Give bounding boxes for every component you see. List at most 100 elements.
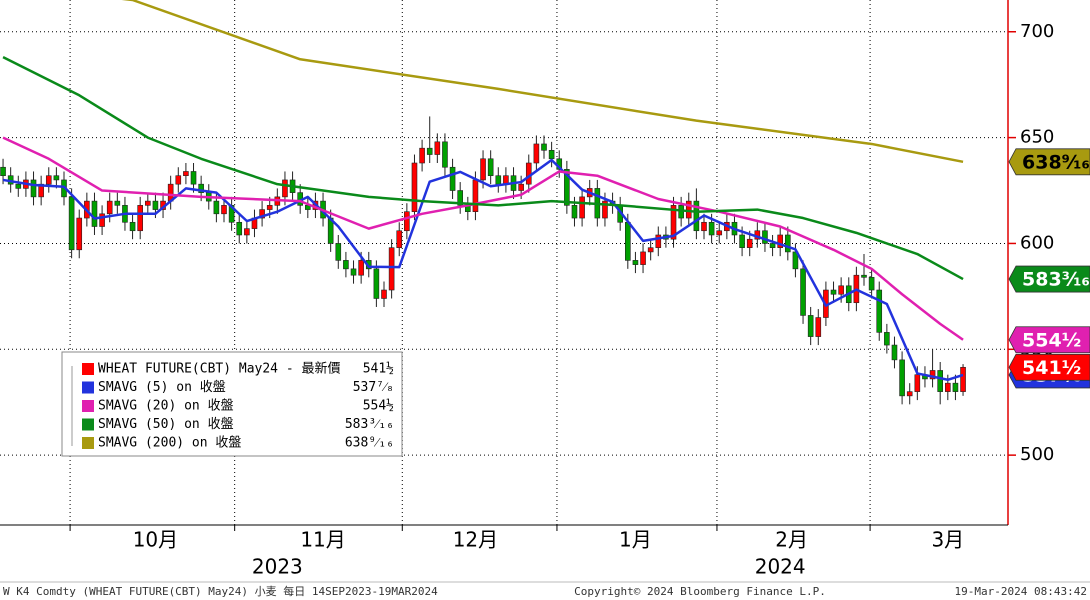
footer-left: W K4 Comdty (WHEAT FUTURE(CBT) May24) 小麦… xyxy=(3,584,438,598)
candle-body xyxy=(830,289,837,295)
candle-body xyxy=(99,213,105,227)
price-tag xyxy=(1008,353,1090,381)
candle-body xyxy=(564,169,570,206)
candle-body xyxy=(876,289,883,333)
y-tick-label: 500 xyxy=(1020,444,1054,465)
candle-body xyxy=(114,200,121,206)
price-tag xyxy=(1008,265,1090,293)
candle-body xyxy=(807,315,814,337)
candle-body xyxy=(396,230,403,248)
candle-body xyxy=(221,205,227,215)
plot-area xyxy=(0,0,966,405)
candle-body xyxy=(952,382,959,392)
candle-body xyxy=(670,205,677,240)
footer-right: 19-Mar-2024 08:43:42 xyxy=(955,585,1087,598)
x-tick-label: 1月 xyxy=(619,528,652,552)
price-tag xyxy=(1008,326,1090,354)
legend-swatch xyxy=(82,418,94,431)
candle-body xyxy=(602,200,608,219)
candle-body xyxy=(762,230,768,244)
axes: 50055060065070010月11月12月1月2月3月20232024 xyxy=(69,21,1054,579)
candle-body xyxy=(358,260,364,276)
candle-body xyxy=(708,221,715,236)
price-tag-label: 541½ xyxy=(1022,357,1081,379)
price-tag-label: 638⁹⁄₁₆ xyxy=(1022,151,1090,173)
candle-body xyxy=(457,190,463,206)
candle-body xyxy=(434,141,441,155)
candle-body xyxy=(579,196,585,219)
candle-body xyxy=(244,228,250,236)
candle-body xyxy=(388,247,395,291)
candle-body xyxy=(815,317,822,337)
candle-body xyxy=(198,183,204,193)
candle-body xyxy=(960,366,966,392)
legend-swatch xyxy=(82,400,94,412)
legend-label: SMAVG (5) on 收盤 xyxy=(98,380,226,395)
y-tick-label: 600 xyxy=(1020,232,1054,253)
year-label: 2023 xyxy=(252,555,303,579)
candle-body xyxy=(884,332,890,346)
candle-body xyxy=(213,200,220,215)
legend-label: SMAVG (20) on 收盤 xyxy=(98,399,234,414)
candle-body xyxy=(647,247,654,253)
y-tick-label: 650 xyxy=(1020,127,1054,148)
candle-body xyxy=(861,274,867,278)
candle-body xyxy=(0,166,6,177)
candle-body xyxy=(53,175,60,181)
candle-body xyxy=(655,234,662,248)
candle-body xyxy=(350,268,357,276)
candle-body xyxy=(640,251,646,265)
candle-body xyxy=(480,158,486,181)
candle-body xyxy=(693,200,700,232)
legend-value: 638⁹⁄₁₆ xyxy=(345,436,394,451)
footer-center: Copyright© 2024 Bloomberg Finance L.P. xyxy=(574,585,826,598)
grid xyxy=(0,0,1008,525)
x-tick-label: 11月 xyxy=(300,528,345,552)
legend-value: 583³⁄₁₆ xyxy=(345,417,394,432)
legend-label: WHEAT FUTURE(CBT) May24 - 最新價 xyxy=(98,361,341,377)
ma-line xyxy=(2,136,964,341)
candle-body xyxy=(777,234,783,248)
candle-body xyxy=(373,268,380,299)
legend-label: SMAVG (50) on 收盤 xyxy=(98,417,234,432)
candle-body xyxy=(15,183,22,189)
candle-body xyxy=(106,200,113,215)
candle-body xyxy=(343,260,349,270)
candle-body xyxy=(129,221,136,232)
candle-body xyxy=(137,205,143,232)
candle-body xyxy=(541,143,547,151)
legend-value: 554½ xyxy=(363,399,394,414)
candle-body xyxy=(266,205,273,210)
candle-body xyxy=(145,200,151,206)
candle-body xyxy=(899,359,905,397)
ma-line xyxy=(2,56,964,281)
y-tick-label: 700 xyxy=(1020,21,1054,42)
legend-box xyxy=(61,351,403,457)
candle-body xyxy=(259,209,265,219)
candle-body xyxy=(868,277,875,291)
price-tag xyxy=(1008,148,1090,176)
candle-body xyxy=(800,268,806,316)
candle-body xyxy=(487,158,494,177)
candle-body xyxy=(38,183,44,198)
candle-body xyxy=(891,344,898,361)
x-tick-label: 10月 xyxy=(133,528,178,552)
x-tick-label: 12月 xyxy=(453,528,498,552)
price-tag-label: 554½ xyxy=(1022,329,1081,351)
x-tick-label: 3月 xyxy=(931,528,964,552)
candle-body xyxy=(769,243,776,248)
candle-body xyxy=(335,243,342,261)
candle-body xyxy=(472,179,479,212)
candle-body xyxy=(449,166,456,191)
candle-body xyxy=(495,175,502,185)
candle-body xyxy=(701,221,707,232)
candle-body xyxy=(716,230,723,236)
legend-swatch xyxy=(82,381,94,394)
candle-body xyxy=(426,147,433,155)
candle-body xyxy=(548,150,555,160)
candle-body xyxy=(525,162,532,185)
candle-body xyxy=(411,162,418,212)
candle-body xyxy=(518,183,524,191)
